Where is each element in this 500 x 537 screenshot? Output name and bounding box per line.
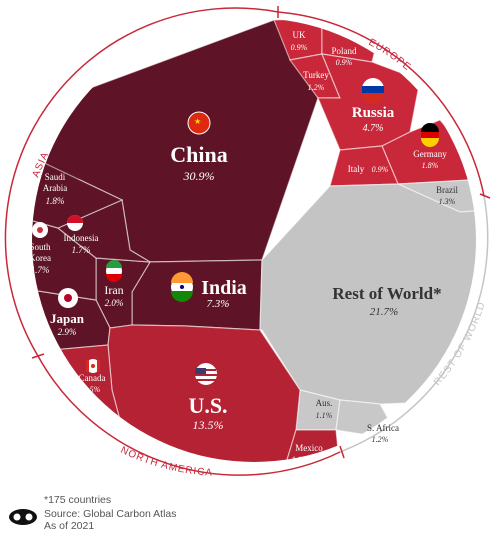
- saudi-arabia-label-line2: Arabia: [43, 183, 68, 193]
- cell-canada: [32, 344, 121, 421]
- cell-south-africa: [335, 399, 402, 441]
- mexico-value: 1.1%: [292, 455, 309, 464]
- japan-value: 2.9%: [58, 327, 77, 337]
- germany-flag-icon: [421, 123, 439, 147]
- india-flag-icon: [171, 272, 193, 302]
- us-label: U.S.: [188, 393, 227, 418]
- india-label: India: [201, 277, 247, 299]
- iran-flag-icon: [106, 260, 122, 282]
- poland-value: 0.9%: [336, 58, 353, 67]
- rest-of-world-label: Rest of World*: [332, 284, 441, 303]
- uk-label: UK: [293, 30, 306, 40]
- south-korea-value: 1.7%: [31, 265, 50, 275]
- co2-emissions-voronoi-chart: ASIA EUROPE NORTH AMERICA REST OF WORLD …: [4, 6, 491, 479]
- rest-of-world-value: 21.7%: [370, 306, 398, 318]
- region-ring: [4, 6, 491, 476]
- iran-label: Iran: [104, 283, 123, 297]
- indonesia-value: 1.7%: [72, 245, 91, 255]
- source-note: Source: Global Carbon Atlas: [44, 508, 177, 520]
- russia-label: Russia: [352, 105, 395, 121]
- saudi-arabia-label-line1: Saudi: [45, 172, 66, 182]
- south-africa-label: S. Africa: [367, 423, 399, 433]
- iran-value: 2.0%: [105, 298, 124, 308]
- japan-flag-icon: [58, 288, 78, 308]
- australia-label: Aus.: [316, 398, 333, 408]
- uk-value: 0.9%: [291, 43, 308, 52]
- footer: *175 countries Source: Global Carbon Atl…: [0, 486, 300, 536]
- turkey-label: Turkey: [303, 70, 329, 80]
- publisher-logo-icon: [9, 509, 37, 525]
- us-value: 13.5%: [193, 418, 224, 432]
- date-note: As of 2021: [44, 520, 95, 532]
- turkey-value: 1.2%: [308, 83, 325, 92]
- russia-value: 4.7%: [363, 123, 384, 134]
- saudi-arabia-value: 1.8%: [46, 196, 65, 206]
- canada-flag-icon: [86, 359, 100, 373]
- china-label: China: [170, 142, 227, 167]
- poland-label: Poland: [331, 46, 357, 56]
- indonesia-label: Indonesia: [64, 233, 99, 243]
- cell-saudi-arabia: [32, 159, 124, 229]
- mexico-label: Mexico: [295, 443, 323, 453]
- indonesia-flag-icon: [67, 215, 83, 231]
- south-korea-label-line2: Korea: [29, 253, 51, 263]
- australia-value: 1.1%: [316, 411, 333, 420]
- us-flag-icon: [194, 363, 217, 385]
- germany-value: 1.8%: [422, 161, 439, 170]
- canada-value: 1.5%: [84, 385, 101, 394]
- south-africa-value: 1.2%: [372, 435, 389, 444]
- brazil-label: Brazil: [436, 185, 458, 195]
- japan-label: Japan: [50, 311, 85, 326]
- italy-value: 0.9%: [372, 165, 389, 174]
- italy-label: Italy: [348, 164, 365, 174]
- svg-text:★: ★: [194, 117, 201, 126]
- south-korea-label-line1: South: [29, 242, 51, 252]
- brazil-value: 1.3%: [439, 197, 456, 206]
- china-flag-icon: ★: [187, 111, 211, 135]
- china-value: 30.9%: [183, 169, 215, 183]
- south-korea-flag-icon: [32, 222, 48, 238]
- footnote: *175 countries: [44, 494, 112, 506]
- russia-flag-icon: [362, 78, 384, 104]
- canada-label: Canada: [79, 373, 106, 383]
- germany-label: Germany: [413, 149, 447, 159]
- india-value: 7.3%: [207, 298, 230, 310]
